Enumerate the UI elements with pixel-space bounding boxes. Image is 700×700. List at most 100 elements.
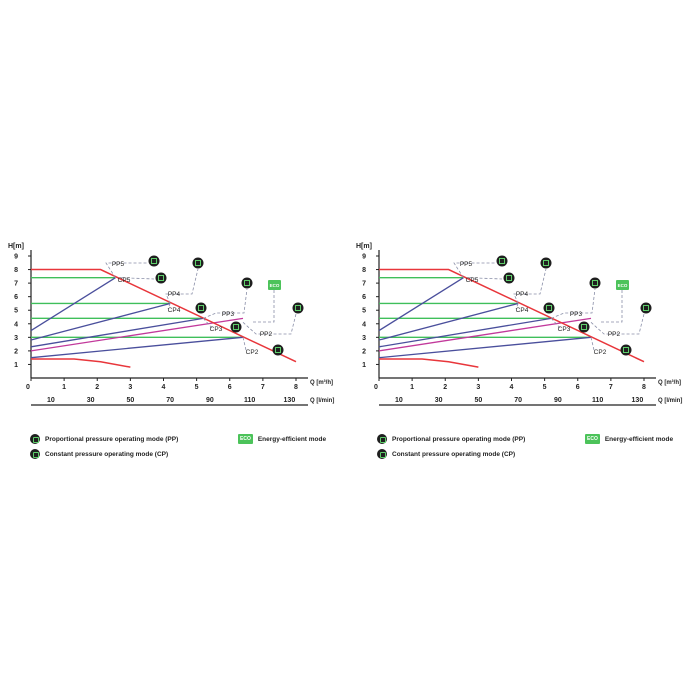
x2-tick-label: 90 — [554, 397, 562, 404]
icon-bg — [192, 257, 204, 269]
y-tick-label: 6 — [362, 294, 366, 301]
pp-line — [30, 336, 244, 359]
legend-cp-left: Constant pressure operating mode (CP) — [30, 449, 168, 459]
pp-mode-icon — [540, 257, 552, 269]
x2-tick-label: 90 — [206, 397, 214, 404]
x-tick-label: 7 — [261, 384, 265, 391]
leader-line — [253, 290, 275, 323]
leader-line — [242, 313, 297, 335]
y-tick-label: 8 — [14, 267, 18, 274]
x2-tick-label: 10 — [47, 397, 55, 404]
cp-mode-icon — [503, 272, 515, 284]
icon-bg — [230, 321, 242, 333]
icon-glyph — [499, 258, 505, 264]
legend-cp-label: Constant pressure operating mode (CP) — [392, 450, 516, 458]
y-tick-label: 1 — [14, 362, 18, 369]
pp-line — [30, 302, 171, 341]
max-curve — [379, 268, 645, 363]
icon-bg — [155, 272, 167, 284]
pp-line — [378, 336, 592, 359]
legend-cp-right: Constant pressure operating mode (CP) — [377, 449, 515, 459]
cp-curve-label: CP2 — [246, 349, 259, 356]
leader-line — [165, 268, 199, 304]
cp-mode-icon — [620, 344, 632, 356]
icon-glyph — [198, 305, 204, 311]
x-tick-label: 2 — [95, 384, 99, 391]
leader-line — [105, 262, 148, 278]
leader-line — [167, 303, 171, 310]
cp-mode-icon — [272, 344, 284, 356]
cp-curve-label: CP3 — [558, 326, 571, 333]
legend-cp-label: Constant pressure operating mode (CP) — [45, 450, 169, 458]
icon-bg — [292, 302, 304, 314]
pp-mode-icon — [496, 255, 508, 267]
pp-curve-label: PP4 — [516, 291, 529, 298]
pp-curve-label: PP4 — [168, 291, 181, 298]
icon-bg — [148, 255, 160, 267]
y-tick-label: 5 — [362, 308, 366, 315]
leader-line — [513, 268, 547, 304]
x2-axis-label: Q [l/min] — [658, 398, 682, 404]
x2-axis-label: Q [l/min] — [310, 398, 334, 404]
leader-line — [590, 313, 645, 335]
icon-bg — [540, 257, 552, 269]
leader-line — [203, 288, 248, 319]
x-tick-label: 7 — [609, 384, 613, 391]
icon-glyph — [506, 275, 512, 281]
x2-tick-label: 30 — [435, 397, 443, 404]
icon-glyph — [295, 305, 301, 311]
x-axis-label: Q [m³/h] — [310, 379, 333, 386]
min-curve — [379, 358, 479, 368]
legend-pp-left: Proportional pressure operating mode (PP… — [30, 434, 178, 444]
x-tick-label: 3 — [128, 384, 132, 391]
x-tick-label: 5 — [543, 384, 547, 391]
x-tick-label: 3 — [476, 384, 480, 391]
pp-mode-icon — [30, 434, 40, 444]
legend-eco-label: Energy-efficient mode — [604, 435, 674, 443]
y-tick-label: 7 — [14, 281, 18, 288]
legend-pp-label: Proportional pressure operating mode (PP… — [392, 435, 526, 443]
pp-mode-icon — [377, 434, 387, 444]
legend-eco-label: Energy-efficient mode — [257, 435, 327, 443]
y-tick-label: 9 — [14, 254, 18, 261]
y-tick-label: 6 — [14, 294, 18, 301]
pp-curve-label: PP3 — [222, 311, 235, 318]
x2-tick-label: 50 — [474, 397, 482, 404]
pp-line — [378, 317, 552, 348]
cp-mode-icon — [578, 321, 590, 333]
legend-pp-right: Proportional pressure operating mode (PP… — [377, 434, 525, 444]
min-curve — [31, 358, 131, 368]
pp-line — [378, 277, 464, 332]
cp-mode-icon — [195, 302, 207, 314]
pp-line — [30, 317, 204, 348]
pp-mode-icon — [292, 302, 304, 314]
icon-bg — [578, 321, 590, 333]
x2-tick-label: 110 — [592, 397, 603, 404]
icon-bg — [272, 344, 284, 356]
x-tick-label: 5 — [195, 384, 199, 391]
cp-mode-icon — [230, 321, 242, 333]
icon-glyph — [244, 280, 250, 286]
pp-mode-icon — [192, 257, 204, 269]
pp-mode-icon — [241, 277, 253, 289]
y-tick-label: 1 — [362, 362, 366, 369]
cp-mode-icon — [543, 302, 555, 314]
pp-curve-label: PP2 — [608, 331, 621, 338]
icon-bg — [503, 272, 515, 284]
cp-mode-icon — [377, 449, 387, 459]
pump-chart-left: H[m] 1 2 3 4 5 6 7 8 9 0 1 2 3 4 5 6 7 8 Q [m³/h] 10 30 50 70 90… — [6, 236, 340, 466]
icon-glyph — [195, 260, 201, 266]
pp-curve-label: PP2 — [260, 331, 273, 338]
x-tick-label: 4 — [162, 384, 166, 391]
x-tick-label: 6 — [228, 384, 232, 391]
x-tick-label: 0 — [374, 384, 378, 391]
legend-eco-right: ECO Energy-efficient mode — [585, 434, 673, 444]
x2-tick-label: 10 — [395, 397, 403, 404]
x-tick-label: 4 — [510, 384, 514, 391]
cp-curve-label: CP3 — [210, 326, 223, 333]
icon-bg — [543, 302, 555, 314]
icon-bg — [589, 277, 601, 289]
max-curve — [31, 268, 297, 363]
